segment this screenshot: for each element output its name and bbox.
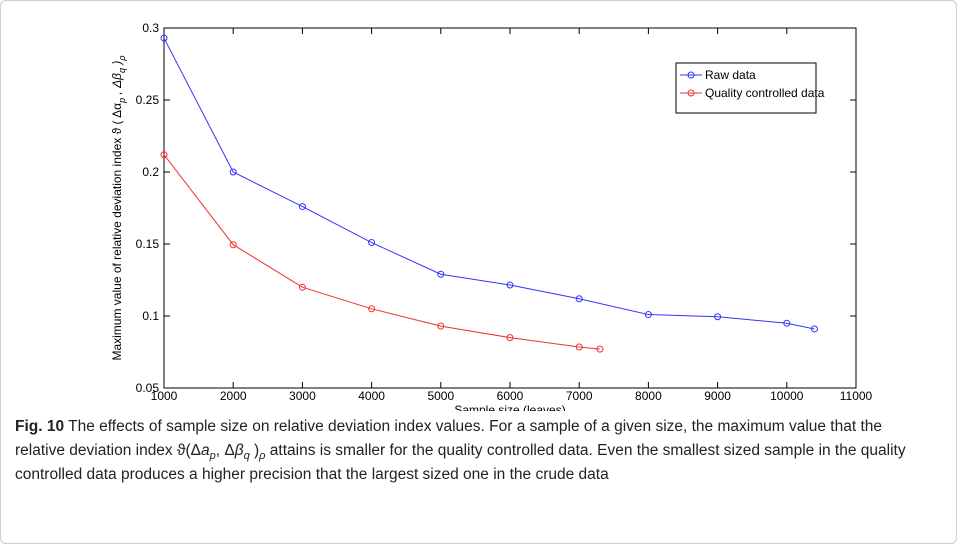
x-tick-label: 1000 (151, 389, 178, 403)
data-point (229, 168, 237, 176)
data-point (368, 305, 376, 313)
data-point (160, 34, 168, 42)
legend-marker (687, 89, 695, 97)
caption-math: β (234, 442, 244, 459)
data-point (575, 343, 583, 351)
x-tick-label: 6000 (497, 389, 524, 403)
x-tick-label: 9000 (704, 389, 731, 403)
y-tick-label: 0.2 (142, 165, 159, 179)
data-point (644, 311, 652, 319)
figure-label: Fig. 10 (15, 418, 65, 435)
chart: 1000 2000 3000 4000 5000 6000 7000 8000 9000 1000… (110, 21, 873, 411)
caption-sub: q (244, 450, 250, 462)
y-tick-label: 0.25 (136, 93, 160, 107)
series-line (163, 37, 815, 330)
caption-sub: p (210, 450, 216, 462)
data-point (810, 325, 818, 333)
caption-math: p (209, 450, 216, 463)
data-point (506, 334, 514, 342)
y-axis-label-sub: ρ (117, 55, 127, 61)
data-point (298, 283, 306, 291)
y-axis-label-sub: p (117, 98, 127, 104)
y-axis-label: Maximum value of relative deviation inde… (110, 55, 127, 360)
y-axis-label-sub: q (117, 68, 127, 73)
data-point (229, 241, 237, 249)
y-tick-label: 0.1 (142, 309, 159, 323)
legend-box (675, 62, 817, 114)
x-tick-label: 5000 (427, 389, 454, 403)
y-axis-label-part: ) (110, 61, 124, 68)
series-line (163, 154, 601, 350)
x-tick-label: 11000 (840, 389, 873, 403)
x-tick-label: 3000 (289, 389, 316, 403)
y-tick-label: 0.15 (136, 237, 160, 251)
caption-math: a (200, 442, 210, 459)
x-tick-label: 2000 (220, 389, 247, 403)
data-point (714, 313, 722, 321)
caption-sub: ρ (259, 450, 265, 462)
legend-marker (687, 71, 695, 79)
legend-label: Raw data (705, 68, 756, 82)
caption: Fig. 10 The effects of sample size on re… (15, 415, 935, 487)
x-tick-label: 4000 (358, 389, 385, 403)
x-tick-label: 8000 (635, 389, 662, 403)
y-axis-label-part: , Δβ (110, 73, 124, 98)
caption-text: attains is smaller for the quality contr… (15, 442, 906, 483)
caption-math: ) (249, 442, 260, 459)
caption-math: , Δ (215, 442, 235, 459)
x-tick-label: 7000 (566, 389, 593, 403)
data-point (160, 151, 168, 159)
legend-label: Quality controlled data (705, 86, 825, 100)
data-point (783, 319, 791, 327)
data-point (298, 203, 306, 211)
caption-text: The effects of sample size on relative d… (15, 418, 883, 459)
data-point (437, 270, 445, 278)
caption-math: q (243, 450, 250, 463)
y-axis-label-part: Maximum value of relative deviation inde… (110, 103, 124, 361)
x-tick-label: 10000 (770, 389, 804, 403)
data-point (506, 281, 514, 289)
data-point (437, 322, 445, 330)
data-point (575, 295, 583, 303)
caption-math: ρ (259, 450, 266, 463)
y-tick-label: 0.05 (136, 381, 160, 395)
x-axis-label: Sample size (leaves) (454, 403, 565, 411)
y-tick-label: 0.3 (142, 21, 159, 35)
data-point (368, 239, 376, 247)
data-point (596, 345, 604, 353)
